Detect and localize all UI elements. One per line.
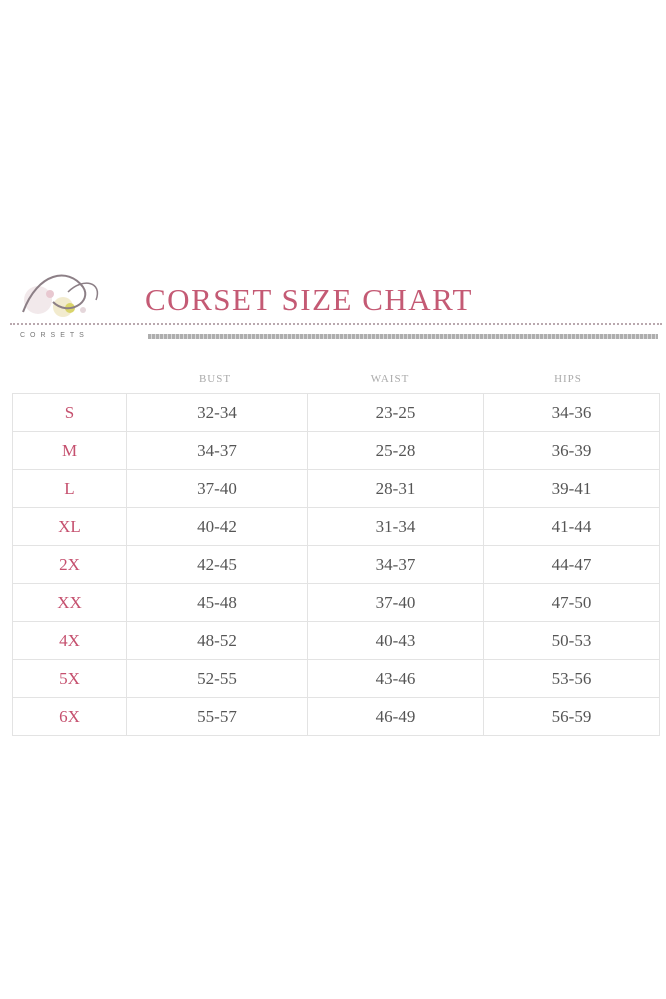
waist-cell: 31-34 [307, 507, 484, 546]
hips-cell: 36-39 [483, 431, 660, 470]
table-row: L 37-40 28-31 39-41 [12, 469, 660, 508]
hips-cell: 50-53 [483, 621, 660, 660]
bust-cell: 52-55 [126, 659, 308, 698]
brand-logo [8, 262, 138, 348]
column-header-waist: WAIST [370, 373, 410, 385]
table-row: 5X 52-55 43-46 53-56 [12, 659, 660, 698]
hips-cell: 44-47 [483, 545, 660, 584]
size-cell: M [12, 431, 127, 470]
waist-cell: 40-43 [307, 621, 484, 660]
bust-cell: 34-37 [126, 431, 308, 470]
hips-cell: 56-59 [483, 697, 660, 736]
column-header-hips: HIPS [554, 373, 582, 385]
size-cell: XX [12, 583, 127, 622]
measurement-note [148, 334, 658, 339]
waist-cell: 25-28 [307, 431, 484, 470]
size-cell: 6X [12, 697, 127, 736]
hips-cell: 41-44 [483, 507, 660, 546]
size-cell: XL [12, 507, 127, 546]
bust-cell: 40-42 [126, 507, 308, 546]
hips-cell: 53-56 [483, 659, 660, 698]
table-row: 2X 42-45 34-37 44-47 [12, 545, 660, 584]
bust-cell: 48-52 [126, 621, 308, 660]
bust-cell: 45-48 [126, 583, 308, 622]
page-title: CORSET SIZE CHART [145, 282, 473, 317]
size-cell: 5X [12, 659, 127, 698]
table-row: XL 40-42 31-34 41-44 [12, 507, 660, 546]
bust-cell: 42-45 [126, 545, 308, 584]
waist-cell: 46-49 [307, 697, 484, 736]
table-row: M 34-37 25-28 36-39 [12, 431, 660, 470]
size-cell: S [12, 393, 127, 432]
table-row: S 32-34 23-25 34-36 [12, 393, 660, 432]
size-cell: L [12, 469, 127, 508]
divider [10, 323, 662, 325]
waist-cell: 43-46 [307, 659, 484, 698]
hips-cell: 34-36 [483, 393, 660, 432]
hips-cell: 47-50 [483, 583, 660, 622]
size-cell: 2X [12, 545, 127, 584]
size-cell: 4X [12, 621, 127, 660]
bust-cell: 37-40 [126, 469, 308, 508]
bust-cell: 32-34 [126, 393, 308, 432]
waist-cell: 37-40 [307, 583, 484, 622]
table-row: 6X 55-57 46-49 56-59 [12, 697, 660, 736]
brand-name: CORSETS [20, 332, 89, 339]
size-table: S 32-34 23-25 34-36 M 34-37 25-28 36-39 L 37-40 28… [12, 393, 660, 736]
hips-cell: 39-41 [483, 469, 660, 508]
waist-cell: 34-37 [307, 545, 484, 584]
table-row: 4X 48-52 40-43 50-53 [12, 621, 660, 660]
waist-cell: 23-25 [307, 393, 484, 432]
table-row: XX 45-48 37-40 47-50 [12, 583, 660, 622]
waist-cell: 28-31 [307, 469, 484, 508]
bust-cell: 55-57 [126, 697, 308, 736]
column-header-bust: BUST [198, 373, 232, 385]
